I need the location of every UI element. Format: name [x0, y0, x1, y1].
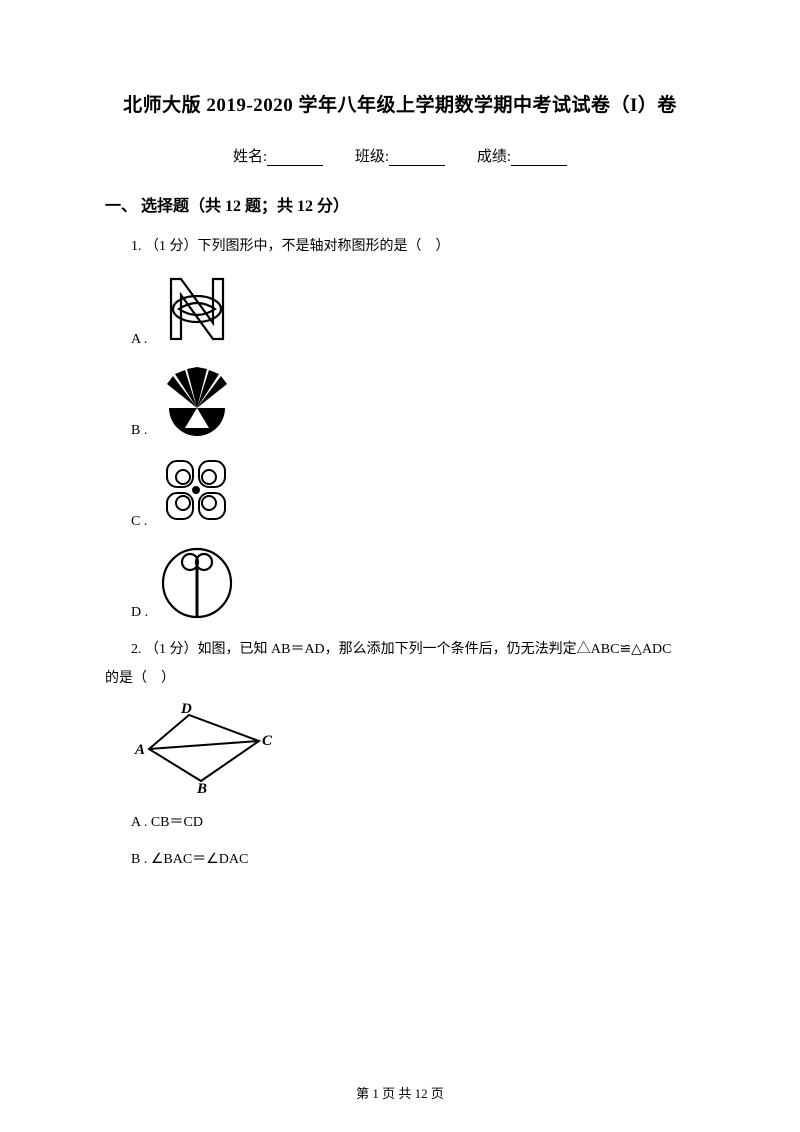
class-field: 班级: [355, 145, 445, 166]
footer-prefix: 第 [356, 1086, 372, 1101]
class-label: 班级: [355, 149, 389, 165]
page: 北师大版 2019-2020 学年八年级上学期数学期中考试试卷（I）卷 姓名: … [0, 0, 800, 1132]
option-b-figure [155, 362, 239, 445]
q1-option-d: D . [131, 544, 695, 627]
q1-option-b: B . [131, 362, 695, 445]
question-2: 2. （1 分）如图，已知 AB＝AD，那么添加下列一个条件后，仍无法判定△AB… [105, 635, 695, 694]
q2-line1: 2. （1 分）如图，已知 AB＝AD，那么添加下列一个条件后，仍无法判定△AB… [131, 635, 695, 664]
q2-label-c: C [262, 733, 273, 749]
option-c-label: C . [131, 514, 147, 536]
q2-option-b: B . ∠BAC＝∠DAC [131, 845, 695, 876]
option-d-label: D . [131, 605, 148, 627]
q2-label-b: B [196, 781, 207, 793]
option-c-figure [155, 453, 237, 536]
name-label: 姓名: [233, 149, 267, 165]
q2-label-d: D [180, 701, 192, 717]
footer-total: 12 [415, 1086, 428, 1101]
section-heading: 一、 选择题（共 12 题；共 12 分） [105, 192, 695, 216]
score-field: 成绩: [477, 145, 567, 166]
name-blank [267, 150, 323, 166]
q2-label-a: A [134, 742, 145, 758]
name-field: 姓名: [233, 145, 323, 166]
page-footer: 第 1 页 共 12 页 [0, 1083, 800, 1102]
q2-option-a: A . CB＝CD [131, 808, 695, 839]
option-a-figure [155, 269, 239, 354]
footer-mid: 页 共 [379, 1086, 415, 1101]
question-1: 1. （1 分）下列图形中，不是轴对称图形的是（ ） [131, 234, 695, 261]
option-a-label: A . [131, 332, 147, 354]
score-label: 成绩: [477, 149, 511, 165]
class-blank [389, 150, 445, 166]
q2-line2: 的是（ ） [105, 664, 695, 693]
option-d-figure [156, 544, 238, 627]
q1-option-c: C . [131, 453, 695, 536]
q2-figure: D A C B [131, 701, 695, 798]
q1-option-a: A . [131, 269, 695, 354]
page-title: 北师大版 2019-2020 学年八年级上学期数学期中考试试卷（I）卷 [105, 90, 695, 117]
info-row: 姓名: 班级: 成绩: [105, 145, 695, 166]
score-blank [511, 150, 567, 166]
footer-suffix: 页 [428, 1086, 444, 1101]
option-b-label: B . [131, 423, 147, 445]
